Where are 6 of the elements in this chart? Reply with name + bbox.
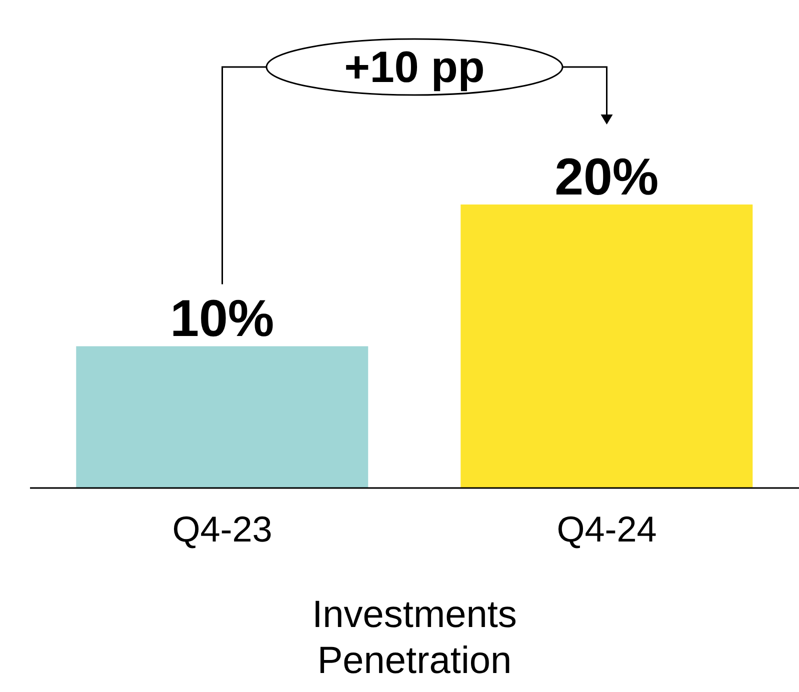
data-label: 20%	[554, 148, 659, 206]
x-axis-title: Investments Penetration	[311, 593, 518, 684]
text: +10 pp	[344, 43, 485, 92]
data-label: 10%	[170, 290, 274, 348]
x-tick-label: Q4-24	[556, 508, 657, 550]
x-tick-label: Q4-23	[172, 508, 272, 550]
